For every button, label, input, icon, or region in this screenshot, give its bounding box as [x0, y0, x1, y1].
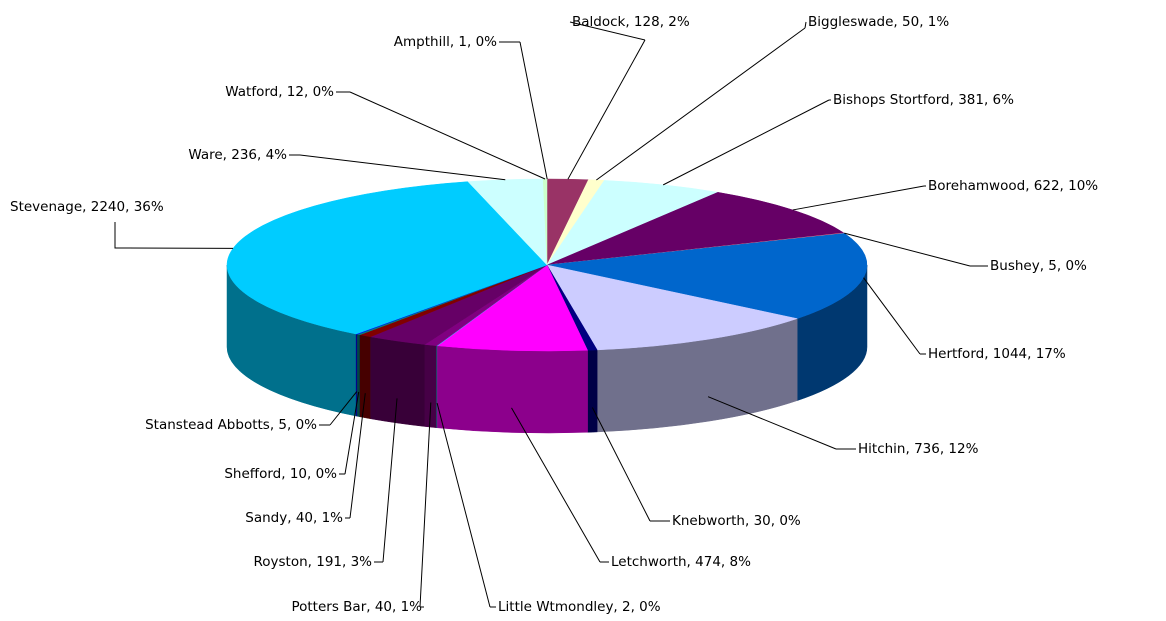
leader-line	[707, 396, 856, 450]
data-label: Ampthill, 1, 0%	[394, 34, 497, 50]
data-label: Ware, 236, 4%	[188, 147, 287, 163]
slice-side	[424, 344, 438, 429]
leader-line	[419, 402, 432, 608]
data-label: Sandy, 40, 1%	[245, 510, 343, 526]
leader-line	[345, 393, 366, 519]
leader-line	[436, 403, 496, 608]
data-label: Baldock, 128, 2%	[572, 14, 690, 30]
data-label: Shefford, 10, 0%	[224, 466, 337, 482]
leader-line	[662, 99, 831, 186]
data-label: Potters Bar, 40, 1%	[291, 599, 422, 615]
data-label: Hitchin, 736, 12%	[858, 441, 979, 457]
data-label: Letchworth, 474, 8%	[611, 554, 751, 570]
slice	[436, 264, 588, 352]
slice-side	[357, 333, 361, 418]
data-label: Stanstead Abbotts, 5, 0%	[145, 417, 317, 433]
data-label: Knebworth, 30, 0%	[672, 513, 801, 529]
slice	[546, 264, 799, 351]
leader-line	[591, 407, 670, 522]
data-label: Hertford, 1044, 17%	[928, 346, 1066, 362]
leader-line	[114, 222, 234, 249]
leader-line	[596, 21, 807, 181]
data-label: Royston, 191, 3%	[253, 554, 372, 570]
slice	[546, 180, 719, 266]
slice-side	[370, 336, 426, 427]
leader-line	[567, 21, 646, 180]
leader-line	[336, 91, 546, 180]
leader-line	[511, 407, 609, 563]
slice	[546, 233, 868, 319]
data-label: Little Wtmondley, 2, 0%	[498, 599, 661, 615]
leader-line	[339, 391, 360, 475]
slice-side	[359, 334, 371, 420]
data-label: Bishops Stortford, 381, 6%	[833, 92, 1014, 108]
data-label: Stevenage, 2240, 36%	[10, 199, 164, 215]
slice-side	[587, 349, 598, 433]
leader-line	[844, 232, 988, 267]
leader-line	[863, 277, 926, 355]
leader-line	[319, 391, 358, 426]
data-label: Biggleswade, 50, 1%	[808, 14, 949, 30]
leader-line	[499, 41, 548, 180]
slice-side	[437, 345, 588, 434]
data-label: Bushey, 5, 0%	[990, 258, 1087, 274]
data-label: Borehamwood, 622, 10%	[928, 178, 1098, 194]
leader-line	[289, 154, 506, 181]
leader-line	[374, 398, 398, 563]
slice	[226, 181, 548, 335]
slice	[546, 192, 845, 266]
leader-line	[792, 185, 926, 211]
data-label: Watford, 12, 0%	[225, 84, 334, 100]
